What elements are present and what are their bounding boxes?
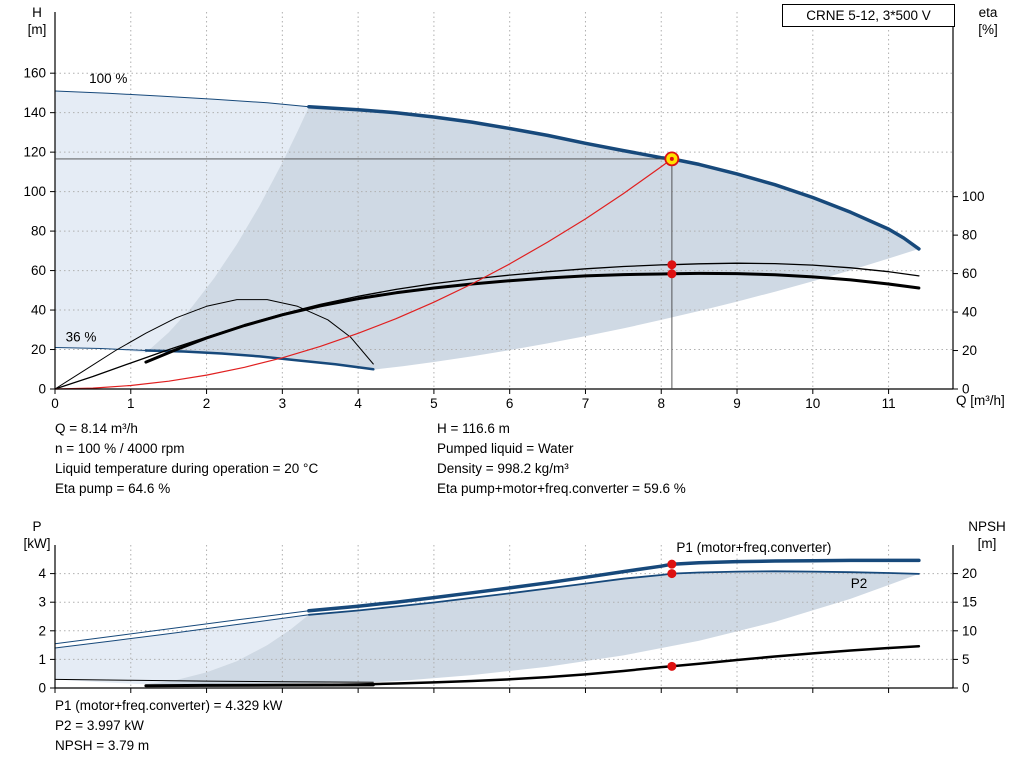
y-left-tick-label: 80 [31,224,46,239]
y-left-tick-label: 140 [23,105,46,120]
info-line-speed: n = 100 % / 4000 rpm [55,441,185,456]
p2-below-min-flow [54,614,310,649]
speed-100pct-label: 100 % [89,71,127,86]
duty-info-right-column: H = 116.6 m Pumped liquid = Water Densit… [437,419,686,499]
p1-below-min-flow [54,610,310,645]
y-left-tick-label: 1 [38,652,46,667]
axis-label-h: H [32,5,42,20]
y-axis-label-power: P [kW] [16,518,58,552]
y-right-tick-label: 0 [962,681,970,696]
system-curve [54,158,673,390]
x-tick-label: 9 [733,396,741,411]
y-right-tick-label: 60 [962,266,977,281]
eta-pump-dot [667,260,677,270]
x-tick-label: 8 [657,396,665,411]
x-tick-label: 2 [203,396,211,411]
info-line-eta-total: Eta pump+motor+freq.converter = 59.6 % [437,481,686,496]
grid [55,12,953,389]
pump-model-box: CRNE 5-12, 3*500 V [782,4,955,27]
x-tick-label: 7 [582,396,590,411]
grid [55,545,953,688]
y-axis-label-head: H [m] [16,4,58,38]
x-tick-label: 1 [127,396,135,411]
p2-label: P2 [851,576,868,591]
y-left-tick-label: 0 [38,382,46,397]
p1-label: P1 (motor+freq.converter) [676,540,831,555]
eta-pump-motor-freq-curve [144,271,921,364]
info-line-npsh: NPSH = 3.79 m [55,738,150,753]
axis-label-p-unit: [kW] [23,536,51,551]
x-tick-label: 6 [506,396,514,411]
y-left-tick-label: 40 [31,303,46,318]
y-left-tick-label: 120 [23,145,46,160]
operating-envelope [145,571,919,685]
axis-label-eta-unit: [%] [978,22,998,37]
npsh-below-min-flow [54,678,374,683]
info-line-pumped-liquid: Pumped liquid = Water [437,441,574,456]
npsh-dot [667,661,677,671]
y-left-tick-label: 4 [38,566,46,581]
y-left-tick-label: 100 [23,184,46,199]
y-left-tick-label: 3 [38,595,46,610]
pump-model-label: CRNE 5-12, 3*500 V [806,8,931,23]
low-flow-region [55,91,309,353]
x-tick-label: 5 [430,396,438,411]
axis-label-q: Q [m³/h] [956,393,1005,408]
y-right-tick-label: 20 [962,566,977,581]
x-tick-label: 11 [882,396,896,411]
info-line-flow: Q = 8.14 m³/h [55,421,138,436]
x-tick-label: 4 [354,396,362,411]
info-line-head: H = 116.6 m [437,421,510,436]
qh-36pct-below-min-flow [54,347,147,351]
min-speed-power [144,683,375,688]
p1-curve [307,558,921,613]
y-right-tick-label: 20 [962,343,977,358]
y-right-tick-label: 0 [962,382,970,397]
speed-36pct-label: 36 % [66,330,97,345]
qh-eta-chart-svg: 0 20 40 60 80 100 120 140 160 0 20 40 60 80 100 0 1 2 3 4 5 6… [23,12,985,411]
axis-label-p: P [32,519,42,534]
qh-100pct-below-min-flow [54,90,310,108]
y-axis-label-eta: eta [%] [962,4,1014,38]
npsh-curve [307,644,921,687]
power-npsh-chart-svg: 0 1 2 3 4 0 5 10 15 20 P1 (motor+freq.converter) P2 [38,540,977,696]
x-tick-label: 3 [279,396,287,411]
y-left-tick-label: 20 [31,342,46,357]
power-info-column: P1 (motor+freq.converter) = 4.329 kW P2 … [55,696,282,756]
axis-label-npsh: NPSH [968,519,1006,534]
p2-dot [667,569,677,579]
info-line-p2: P2 = 3.997 kW [55,718,144,733]
y-right-tick-label: 100 [962,189,985,204]
low-flow-region [55,614,309,685]
y-axis-label-npsh: NPSH [m] [954,518,1020,552]
y-right-tick-label: 5 [962,652,970,667]
y-right-tick-label: 80 [962,228,977,243]
duty-info-left-column: Q = 8.14 m³/h n = 100 % / 4000 rpm Liqui… [55,419,318,499]
axis-label-npsh-unit: [m] [977,536,997,551]
y-right-tick-label: 10 [962,623,977,638]
y-left-tick-label: 0 [38,681,46,696]
p1-dot [667,559,677,569]
y-right-tick-label: 40 [962,305,977,320]
x-tick-label: 10 [805,396,820,411]
p2-curve [307,570,920,616]
x-axis-label-flow: Q [m³/h] [956,392,1005,409]
info-line-liquid-temp: Liquid temperature during operation = 20… [55,461,319,476]
eta-total-dot [667,269,677,279]
axis-label-h-unit: [m] [27,22,47,37]
info-line-p1: P1 (motor+freq.converter) = 4.329 kW [55,698,283,713]
y-right-tick-label: 15 [962,595,977,610]
qh-100pct [307,104,921,251]
eta-36pct-curve [54,299,374,390]
x-tick-label: 0 [51,396,59,411]
y-left-tick-label: 60 [31,263,46,278]
duty-point-marker-center [669,156,674,161]
qh-36pct [144,349,375,371]
info-line-eta-pump: Eta pump = 64.6 % [55,481,171,496]
y-left-tick-label: 160 [23,66,46,81]
axis-label-eta: eta [978,5,998,20]
info-line-density: Density = 998.2 kg/m³ [437,461,569,476]
y-left-tick-label: 2 [38,623,46,638]
